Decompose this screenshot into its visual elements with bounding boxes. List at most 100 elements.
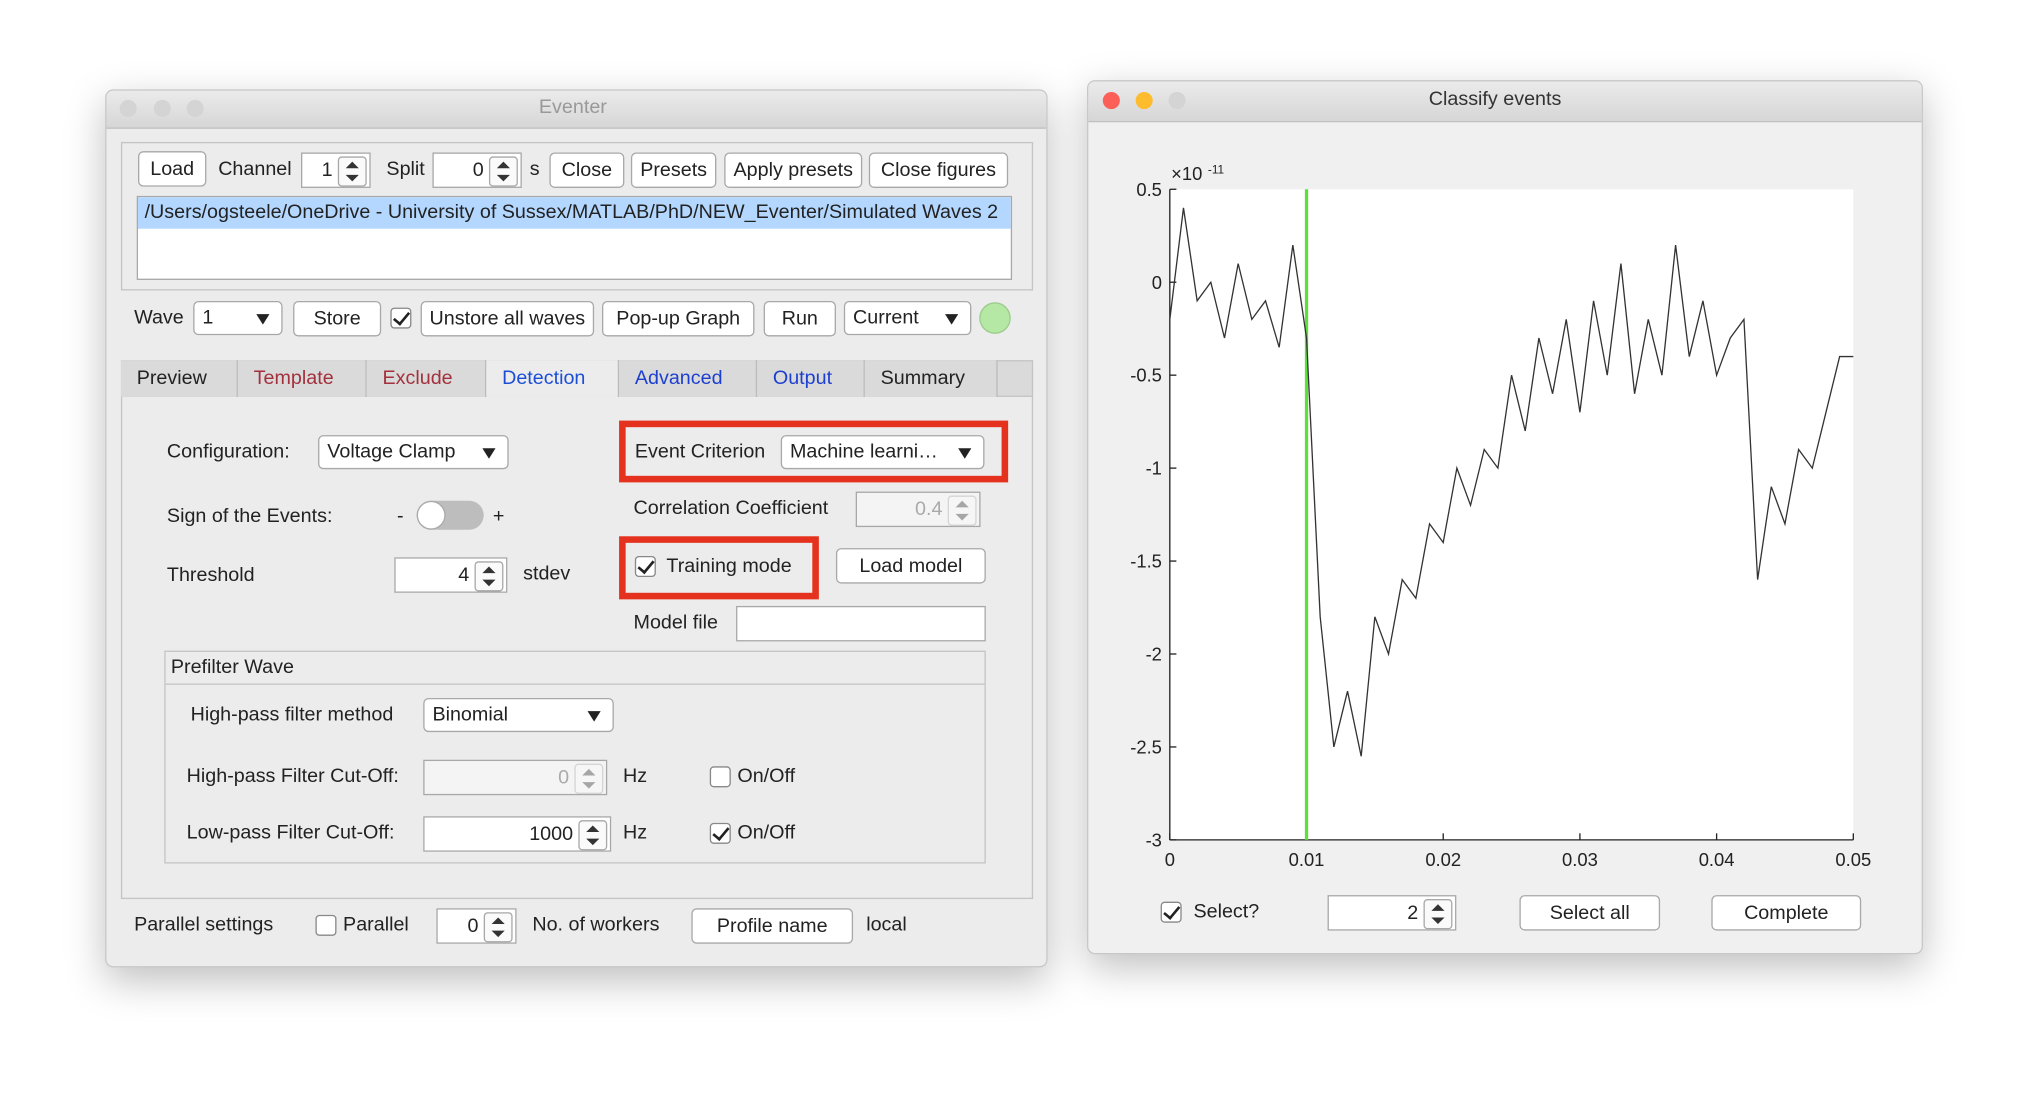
method-dropdown[interactable]: Binomial (423, 697, 614, 733)
highpass-checkbox[interactable] (709, 766, 731, 788)
run-button[interactable]: Run (763, 300, 836, 337)
panel-divider (165, 683, 985, 685)
spin-arrows[interactable] (1423, 899, 1453, 930)
close-button[interactable]: Close (549, 152, 625, 188)
tab[interactable]: Summary (864, 360, 998, 397)
channel-value: 1 (321, 159, 333, 182)
window-title: Eventer (538, 95, 607, 119)
prefilter-title: Prefilter Wave (170, 655, 294, 679)
min-light[interactable] (153, 99, 171, 117)
highlight-box (619, 420, 1009, 483)
parallel-label: Parallel (343, 913, 409, 936)
popup-graph-button[interactable]: Pop-up Graph (601, 300, 755, 337)
close-light[interactable] (1102, 92, 1120, 110)
model-file-input[interactable] (736, 605, 986, 642)
wave-label: Wave (134, 306, 184, 329)
event-criterion-label: Event Criterion (634, 440, 766, 463)
select-label: Select? (1193, 900, 1260, 923)
parallel-settings-label: Parallel settings (134, 913, 274, 936)
threshold-spin[interactable]: 4 (394, 557, 508, 593)
workers-spin[interactable]: 0 (436, 908, 517, 944)
split-unit: s (529, 157, 540, 181)
highpass-toggle-label: On/Off (737, 764, 796, 788)
tab[interactable]: Advanced (619, 360, 758, 397)
sign-plus: + (492, 504, 505, 528)
close-light[interactable] (119, 99, 137, 117)
workers-label: No. of workers (532, 913, 660, 936)
unstore-button[interactable]: Unstore all waves (420, 300, 595, 337)
sign-toggle[interactable] (416, 500, 484, 530)
event-spin[interactable]: 2 (1327, 895, 1457, 931)
toggle-knob (416, 500, 446, 530)
threshold-value: 4 (458, 563, 470, 587)
event-criterion-dropdown[interactable]: Machine learni… (780, 435, 985, 470)
lowpass-checkbox[interactable] (709, 822, 731, 844)
store-checkbox[interactable] (390, 307, 412, 329)
spin-arrows[interactable] (474, 561, 504, 592)
tab[interactable]: Exclude (366, 360, 487, 397)
tab-content (120, 396, 1034, 900)
method-label: High-pass filter method (190, 703, 394, 726)
store-button[interactable]: Store (293, 300, 382, 337)
spin-arrows (947, 495, 977, 526)
status-light (979, 302, 1011, 334)
title-bar (106, 90, 1047, 129)
spin-arrows[interactable] (488, 156, 518, 187)
spin-arrows (574, 763, 604, 794)
close-figures-button[interactable]: Close figures (868, 152, 1009, 188)
max-light[interactable] (1168, 92, 1186, 110)
tab-active[interactable]: Detection (486, 360, 620, 397)
parallel-checkbox[interactable] (315, 914, 337, 936)
prefilter-panel (164, 650, 986, 864)
spin-arrows[interactable] (578, 820, 608, 851)
channel-spin[interactable]: 1 (300, 152, 371, 188)
max-light[interactable] (186, 99, 204, 117)
tab[interactable]: Template (237, 360, 367, 397)
select-checkbox[interactable] (1160, 901, 1182, 923)
configuration-label: Configuration: (166, 440, 290, 463)
spin-arrows[interactable] (483, 912, 513, 943)
file-panel (120, 141, 1034, 291)
channel-label: Channel (218, 157, 292, 181)
mode-dropdown[interactable]: Current (843, 300, 972, 336)
event-value: 2 (1407, 901, 1419, 925)
lowpass-unit: Hz (623, 821, 648, 844)
apply-presets-button[interactable]: Apply presets (724, 152, 863, 188)
training-checkbox[interactable] (634, 555, 656, 578)
select-all-button[interactable]: Select all (1519, 895, 1661, 931)
correlation-label: Correlation Coefficient (633, 496, 829, 520)
min-light[interactable] (1135, 92, 1153, 110)
lowpass-toggle-label: On/Off (737, 821, 796, 844)
presets-button[interactable]: Presets (630, 152, 717, 188)
threshold-label: Threshold (166, 563, 255, 587)
highpass-spin: 0 (423, 759, 608, 796)
split-spin[interactable]: 0 (432, 152, 522, 188)
load-button[interactable]: Load (138, 151, 207, 187)
file-list[interactable]: /Users/ogsteele/OneDrive - University of… (136, 195, 1013, 280)
plot-area (1169, 189, 1854, 840)
file-item[interactable]: /Users/ogsteele/OneDrive - University of… (138, 197, 1011, 229)
split-label: Split (386, 157, 425, 181)
lowpass-value: 1000 (529, 822, 574, 846)
lowpass-label: Low-pass Filter Cut-Off: (186, 821, 395, 844)
highpass-label: High-pass Filter Cut-Off: (186, 764, 399, 788)
complete-button[interactable]: Complete (1711, 895, 1862, 931)
configuration-dropdown[interactable]: Voltage Clamp (318, 435, 509, 470)
profile-value: local (866, 913, 907, 936)
profile-name-button[interactable]: Profile name (691, 908, 854, 944)
sign-minus: - (396, 504, 404, 528)
tab[interactable]: Output (757, 360, 865, 397)
load-model-button[interactable]: Load model (835, 548, 986, 584)
tab[interactable]: Preview (120, 360, 238, 397)
window-title: Classify events (1428, 88, 1562, 111)
threshold-unit: stdev (523, 562, 571, 585)
wave-dropdown[interactable]: 1 (193, 300, 283, 336)
correlation-value: 0.4 (915, 498, 943, 521)
correlation-spin: 0.4 (855, 491, 981, 528)
lowpass-spin[interactable]: 1000 (423, 816, 612, 852)
model-file-label: Model file (633, 611, 718, 634)
spin-arrows[interactable] (337, 156, 367, 187)
title-bar (1088, 81, 1922, 123)
